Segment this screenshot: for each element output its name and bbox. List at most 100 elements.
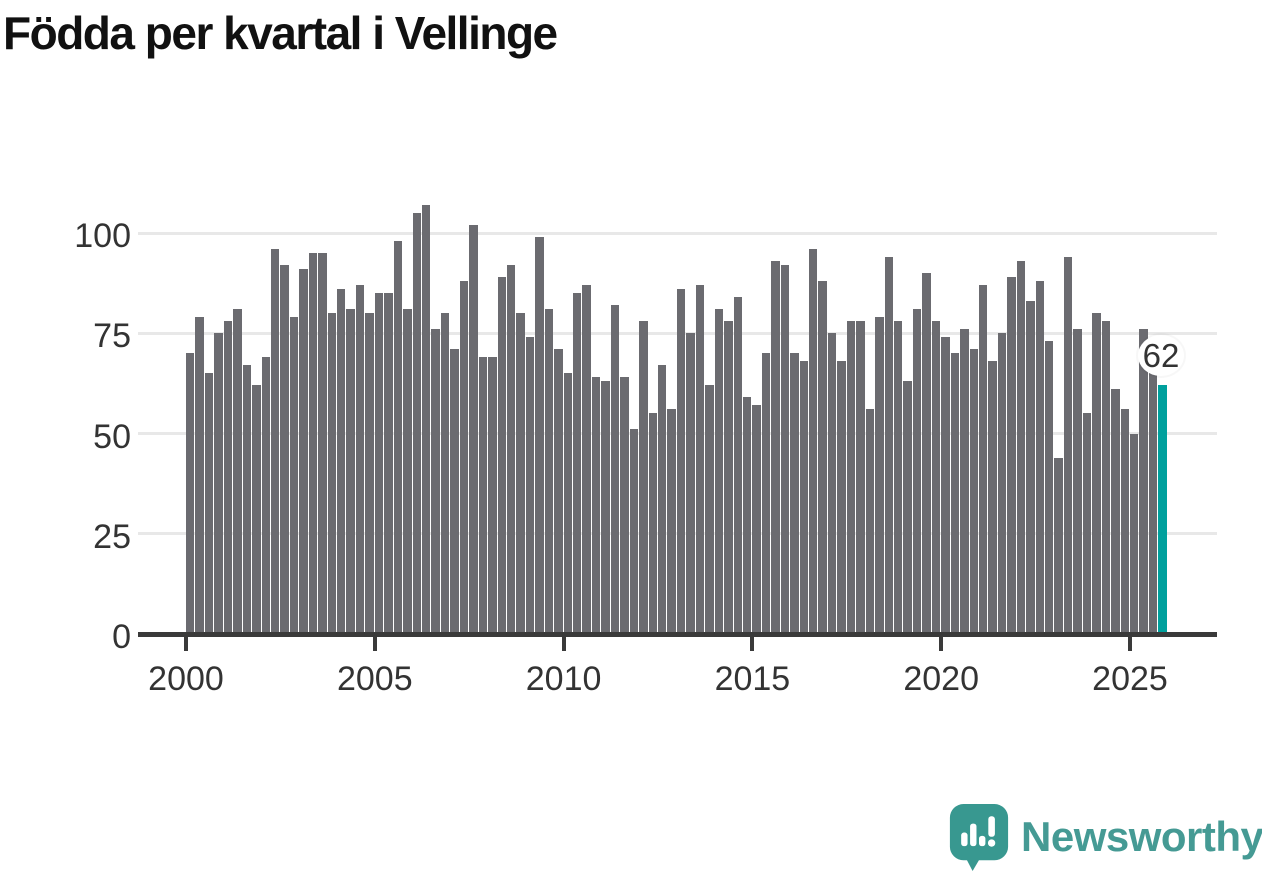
x-tick-2005 (372, 637, 377, 651)
bar (525, 337, 535, 634)
bar (903, 381, 912, 634)
bar (742, 397, 752, 634)
bar (516, 313, 525, 634)
bar (827, 333, 837, 634)
bar (233, 309, 242, 634)
bar (724, 321, 733, 634)
bar (639, 321, 648, 634)
bar (289, 317, 299, 634)
bar (771, 261, 780, 634)
y-axis-label-50: 50 (93, 417, 131, 456)
bar (875, 317, 884, 634)
bar (856, 321, 865, 634)
bar (252, 385, 261, 634)
bar (1092, 313, 1101, 634)
bar (554, 349, 563, 634)
x-axis-label-2010: 2010 (525, 660, 602, 698)
bar (261, 357, 270, 634)
latest-value-label: 62 (1142, 336, 1180, 374)
bar (365, 313, 374, 634)
bar (1016, 261, 1026, 634)
bar (695, 285, 705, 634)
bar (705, 385, 714, 634)
bar (790, 353, 799, 634)
bar (733, 297, 742, 634)
bar (573, 293, 582, 634)
bar (478, 357, 488, 634)
bar (846, 321, 856, 634)
bar (327, 313, 337, 634)
bar (922, 273, 931, 634)
bar (535, 237, 544, 634)
bar (280, 265, 289, 634)
bar (506, 265, 516, 634)
bar (601, 381, 610, 634)
y-axis-label-25: 25 (93, 517, 131, 556)
x-axis-label-2000: 2000 (148, 660, 224, 698)
bar (393, 241, 403, 634)
bar (270, 249, 280, 634)
bar (1120, 409, 1129, 634)
bar (676, 289, 686, 634)
bar (450, 349, 459, 634)
bar (431, 329, 440, 634)
x-tick-2010 (561, 637, 566, 651)
bar (714, 309, 724, 634)
bar (865, 409, 875, 634)
bar (912, 309, 922, 634)
bar (1101, 321, 1111, 634)
bar (950, 353, 960, 634)
bar (403, 309, 412, 634)
bar (1063, 257, 1073, 634)
brand-footer: Newsworthy (947, 801, 1262, 873)
x-axis-line (138, 632, 1217, 637)
bar (440, 313, 450, 634)
bar (1073, 329, 1082, 634)
bar (648, 413, 657, 634)
bar (931, 321, 941, 634)
y-axis-label-100: 100 (74, 217, 131, 255)
bar (610, 305, 620, 634)
x-tick-2025 (1128, 637, 1132, 651)
newsworthy-logo-icon (949, 804, 1009, 871)
bar (941, 337, 950, 634)
bar (544, 309, 554, 634)
bar (299, 269, 308, 634)
bar (186, 353, 195, 634)
x-tick-2020 (939, 637, 944, 651)
bar (960, 329, 969, 634)
x-axis-label-2025: 2025 (1092, 660, 1168, 698)
chart-title: Födda per kvartal i Vellinge (3, 7, 558, 59)
bar (809, 249, 818, 634)
x-axis-label-2005: 2005 (336, 660, 413, 698)
x-tick-2000 (184, 637, 188, 651)
bar (752, 405, 761, 634)
bar (818, 281, 827, 634)
bar (1082, 413, 1092, 634)
bar (658, 365, 667, 634)
bar (1130, 433, 1139, 634)
bar (894, 321, 903, 634)
bar (582, 285, 591, 634)
bar (318, 253, 327, 634)
bar (355, 285, 365, 634)
bar (214, 333, 223, 634)
bar (1111, 389, 1120, 634)
bar (667, 409, 676, 634)
bar (591, 377, 601, 634)
bar (978, 285, 988, 634)
bar (1148, 373, 1158, 634)
x-axis-label-2015: 2015 (714, 660, 791, 698)
bar (308, 253, 318, 634)
bar (422, 204, 431, 634)
bar (629, 429, 639, 634)
bar (242, 365, 252, 634)
bar (374, 293, 384, 634)
bar (497, 277, 506, 634)
bar (488, 357, 497, 634)
bar (799, 361, 809, 634)
bar (884, 257, 893, 634)
bar-highlight-latest (1158, 385, 1167, 634)
bar (204, 373, 214, 634)
